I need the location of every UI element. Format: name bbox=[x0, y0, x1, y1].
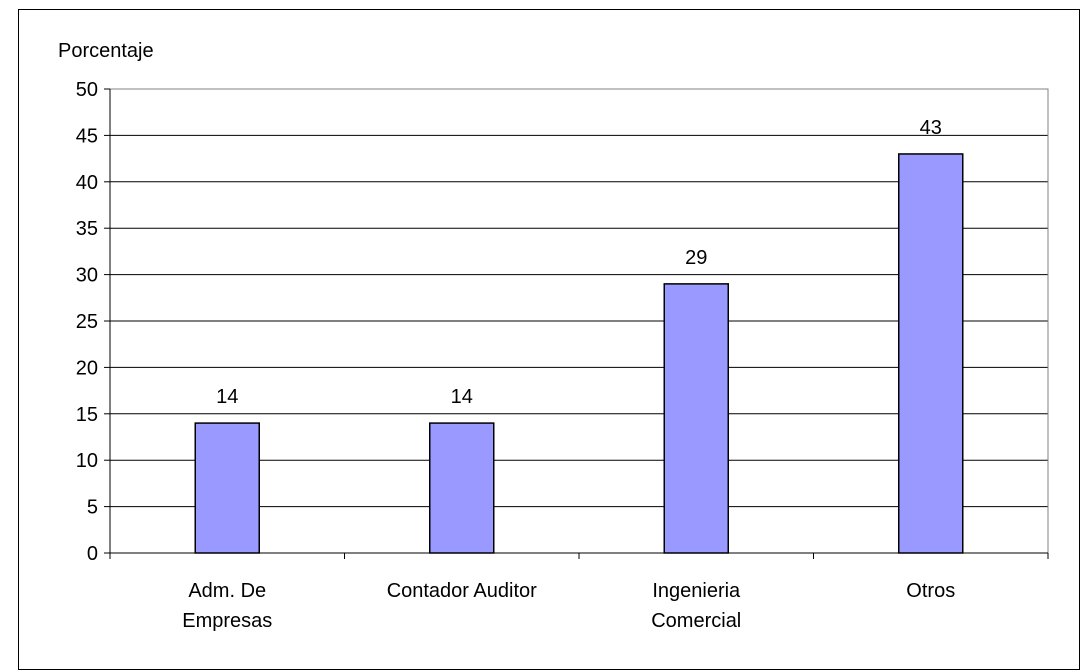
bar bbox=[664, 284, 728, 553]
y-tick-label: 10 bbox=[76, 450, 98, 472]
y-tick-label: 40 bbox=[76, 172, 98, 194]
y-tick-label: 50 bbox=[76, 79, 98, 101]
data-labels: 14 14 29 43 bbox=[216, 117, 942, 408]
data-label: 14 bbox=[216, 386, 238, 408]
bar bbox=[430, 423, 494, 553]
y-axis-title: Porcentaje bbox=[58, 40, 154, 62]
bars bbox=[195, 154, 963, 553]
y-tick-label: 0 bbox=[87, 543, 98, 565]
y-tick-label: 35 bbox=[76, 218, 98, 240]
x-tick-labels: Adm. De Empresas Contador Auditor Ingenieri… bbox=[182, 580, 955, 632]
bar bbox=[195, 423, 259, 553]
data-label: 29 bbox=[685, 247, 707, 269]
y-tick-label: 30 bbox=[76, 265, 98, 287]
y-tick-labels: 0 5 10 15 20 25 30 35 40 45 50 bbox=[76, 79, 98, 565]
x-tick-label: Contador Auditor bbox=[387, 580, 537, 602]
data-label: 14 bbox=[451, 386, 473, 408]
y-tick-label: 15 bbox=[76, 404, 98, 426]
y-tick-label: 45 bbox=[76, 125, 98, 147]
x-tick-label: Adm. De Empresas bbox=[182, 580, 272, 632]
bar bbox=[899, 154, 963, 553]
data-label: 43 bbox=[920, 117, 942, 139]
y-tick-label: 5 bbox=[87, 497, 98, 519]
x-tick-label: Otros bbox=[906, 580, 955, 602]
y-tick-label: 20 bbox=[76, 357, 98, 379]
y-tick-label: 25 bbox=[76, 311, 98, 333]
x-tick-label: Ingenieria Comercial bbox=[651, 580, 741, 632]
